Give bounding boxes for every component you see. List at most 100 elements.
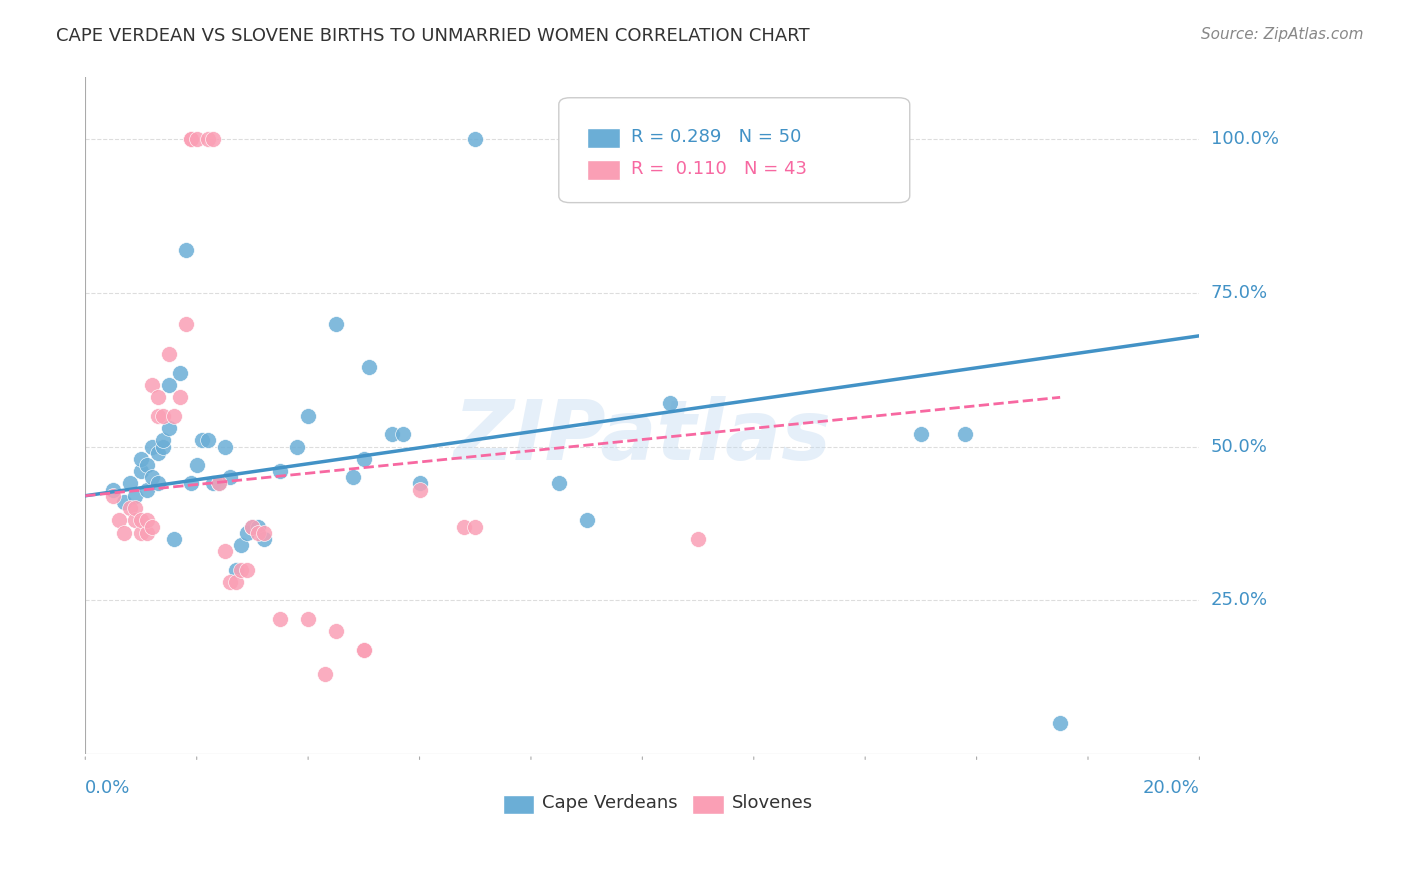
Text: 25.0%: 25.0%: [1211, 591, 1268, 609]
Point: [246, 519, 269, 533]
FancyBboxPatch shape: [586, 160, 620, 180]
Point: [157, 421, 180, 435]
Text: Source: ZipAtlas.com: Source: ZipAtlas.com: [1201, 27, 1364, 42]
Point: [157, 347, 180, 361]
Point: [141, 440, 163, 454]
Point: [242, 519, 264, 533]
Point: [141, 470, 163, 484]
Point: [219, 574, 242, 589]
Point: [910, 427, 932, 442]
Point: [325, 317, 347, 331]
Point: [141, 519, 163, 533]
Text: Cape Verdeans: Cape Verdeans: [543, 794, 678, 812]
Point: [225, 563, 247, 577]
Point: [202, 476, 225, 491]
FancyBboxPatch shape: [586, 128, 620, 148]
Point: [392, 427, 415, 442]
Point: [135, 513, 157, 527]
Point: [174, 317, 197, 331]
Point: [214, 544, 236, 558]
Point: [152, 434, 174, 448]
Point: [208, 476, 231, 491]
Point: [225, 574, 247, 589]
Point: [152, 440, 174, 454]
Text: R =  0.110   N = 43: R = 0.110 N = 43: [631, 160, 807, 178]
Text: CAPE VERDEAN VS SLOVENE BIRTHS TO UNMARRIED WOMEN CORRELATION CHART: CAPE VERDEAN VS SLOVENE BIRTHS TO UNMARR…: [56, 27, 810, 45]
Point: [214, 440, 236, 454]
Point: [129, 451, 152, 466]
Point: [208, 476, 231, 491]
Point: [353, 642, 375, 657]
Point: [285, 440, 308, 454]
Point: [242, 519, 264, 533]
Point: [107, 513, 129, 527]
Point: [464, 519, 486, 533]
Point: [686, 532, 709, 546]
Point: [141, 378, 163, 392]
Point: [314, 667, 336, 681]
Point: [231, 538, 253, 552]
Point: [408, 476, 430, 491]
Point: [186, 458, 208, 472]
Point: [269, 464, 291, 478]
Point: [135, 525, 157, 540]
Point: [236, 525, 259, 540]
Point: [547, 476, 569, 491]
Point: [180, 132, 202, 146]
Point: [169, 390, 191, 404]
Point: [353, 451, 375, 466]
Point: [152, 409, 174, 423]
Point: [118, 501, 141, 516]
FancyBboxPatch shape: [693, 795, 724, 814]
Point: [342, 470, 364, 484]
Point: [146, 409, 169, 423]
Point: [197, 434, 219, 448]
Point: [353, 642, 375, 657]
Point: [197, 132, 219, 146]
Point: [231, 563, 253, 577]
Point: [135, 458, 157, 472]
Point: [955, 427, 977, 442]
Point: [575, 513, 598, 527]
Point: [129, 513, 152, 527]
Point: [659, 396, 682, 410]
Point: [252, 532, 274, 546]
Point: [359, 359, 381, 374]
Point: [118, 476, 141, 491]
Point: [408, 483, 430, 497]
Text: Slovenes: Slovenes: [731, 794, 813, 812]
Point: [101, 483, 124, 497]
Text: 50.0%: 50.0%: [1211, 438, 1267, 456]
Point: [246, 525, 269, 540]
FancyBboxPatch shape: [558, 98, 910, 202]
Point: [163, 532, 186, 546]
Point: [124, 501, 146, 516]
Point: [157, 378, 180, 392]
Point: [129, 464, 152, 478]
Point: [135, 483, 157, 497]
Point: [269, 612, 291, 626]
Point: [325, 624, 347, 638]
Point: [180, 476, 202, 491]
Point: [464, 132, 486, 146]
Point: [112, 495, 135, 509]
Point: [146, 445, 169, 459]
Text: 75.0%: 75.0%: [1211, 284, 1268, 301]
Point: [202, 132, 225, 146]
Point: [191, 434, 214, 448]
Text: 0.0%: 0.0%: [86, 779, 131, 797]
Point: [129, 525, 152, 540]
Text: R = 0.289   N = 50: R = 0.289 N = 50: [631, 128, 801, 146]
Text: ZIPatlas: ZIPatlas: [453, 395, 831, 476]
Point: [169, 366, 191, 380]
Text: 20.0%: 20.0%: [1143, 779, 1199, 797]
Point: [186, 132, 208, 146]
Point: [124, 513, 146, 527]
Point: [381, 427, 404, 442]
Point: [101, 489, 124, 503]
Point: [297, 612, 319, 626]
Point: [124, 489, 146, 503]
Point: [146, 476, 169, 491]
Point: [252, 525, 274, 540]
Point: [146, 390, 169, 404]
